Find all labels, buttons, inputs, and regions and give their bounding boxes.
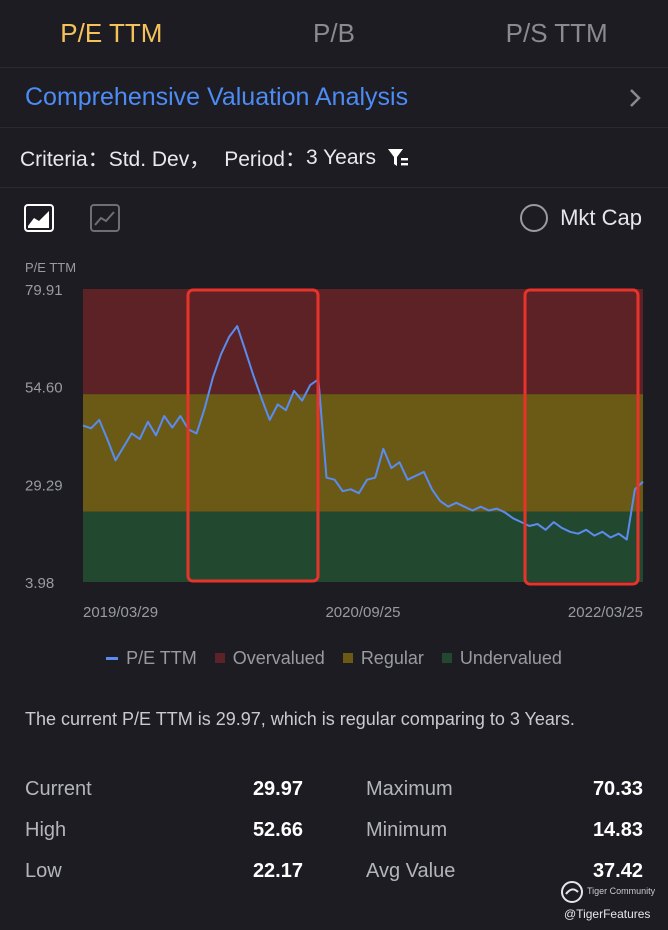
valuation-analysis-link[interactable]: Comprehensive Valuation Analysis [0, 68, 668, 128]
y-tick-label: 3.98 [25, 575, 54, 592]
y-axis-label: P/E TTM [25, 260, 77, 275]
mkt-cap-radio[interactable] [520, 204, 549, 232]
x-tick-label: 2020/09/25 [325, 604, 400, 621]
stat-value: 70.33 [592, 778, 643, 800]
stat-label: Maximum [366, 778, 453, 800]
tab-ps-ttm[interactable]: P/S TTM [505, 18, 608, 48]
period-label: Period： [224, 147, 306, 171]
highlight-box [523, 288, 640, 586]
tab-pb[interactable]: P/B [313, 18, 355, 48]
tab-pe-ttm[interactable]: P/E TTM [60, 18, 163, 48]
legend-box-swatch [342, 653, 353, 663]
watermark-community: Tiger Community [587, 886, 656, 896]
x-tick-label: 2022/03/25 [568, 604, 643, 621]
area-chart-icon[interactable] [24, 204, 54, 232]
stat-label: Minimum [366, 819, 448, 841]
criteria-bar: Criteria： Std. Dev， Period： 3 Years [0, 128, 668, 188]
legend-box-swatch [441, 653, 452, 663]
stat-value: 14.83 [592, 819, 643, 841]
series-line-pe-ttm [82, 325, 644, 541]
mkt-cap-label: Mkt Cap [560, 205, 642, 230]
legend-item-regular: Regular [342, 647, 424, 669]
mkt-cap-toggle[interactable]: Mkt Cap [520, 204, 642, 232]
metric-tabs: P/E TTM P/B P/S TTM [0, 0, 668, 68]
stats-table: Current 29.97 Maximum 70.33 High 52.66 M… [25, 778, 645, 901]
band-regular [83, 394, 643, 512]
stat-label: Avg Value [366, 860, 456, 882]
stat-label: Current [25, 778, 92, 800]
stat-label: Low [25, 860, 62, 882]
legend-line-swatch [106, 656, 119, 660]
watermark: Tiger Community @TigerFeatures [560, 878, 666, 926]
line-chart-icon[interactable] [90, 204, 120, 232]
tiger-logo-icon [561, 881, 583, 903]
legend-item-overvalued: Overvalued [214, 647, 325, 669]
x-tick-label: 2019/03/29 [83, 604, 158, 621]
pe-ttm-chart: 79.91 54.60 29.29 3.98 2019/03/29 2020/09/25 2… [25, 282, 644, 621]
legend-label: Regular [360, 647, 424, 668]
highlight-box [186, 288, 320, 583]
y-tick-label: 79.91 [25, 282, 63, 299]
valuation-analysis-title: Comprehensive Valuation Analysis [25, 83, 409, 111]
y-tick-label: 29.29 [25, 477, 63, 494]
stat-value: 22.17 [252, 860, 303, 882]
legend-label: Undervalued [459, 647, 562, 668]
chart-legend: P/E TTM Overvalued Regular Undervalued [0, 646, 668, 670]
legend-label: P/E TTM [126, 647, 197, 668]
stat-value: 29.97 [252, 778, 303, 800]
legend-item-pe: P/E TTM [106, 648, 197, 669]
chevron-right-icon [630, 88, 641, 107]
stat-row: Low 22.17 Avg Value 37.42 [25, 860, 645, 901]
band-overvalued [83, 289, 643, 395]
legend-item-undervalued: Undervalued [441, 647, 562, 669]
stat-label: High [25, 819, 67, 841]
y-tick-label: 54.60 [25, 380, 63, 397]
band-undervalued [83, 511, 643, 582]
valuation-summary: The current P/E TTM is 29.97, which is r… [25, 709, 575, 729]
watermark-handle: @TigerFeatures [564, 907, 651, 921]
filter-icon[interactable] [386, 146, 410, 170]
stat-row: Current 29.97 Maximum 70.33 [25, 778, 645, 819]
stat-value: 37.42 [592, 860, 643, 882]
legend-label: Overvalued [232, 647, 325, 668]
criteria-value: Std. Dev， [108, 147, 211, 171]
legend-box-swatch [214, 653, 225, 663]
period-value: 3 Years [305, 145, 377, 169]
chart-toolbar: Mkt Cap [0, 196, 668, 244]
stat-value: 52.66 [252, 819, 303, 841]
stat-row: High 52.66 Minimum 14.83 [25, 819, 645, 860]
criteria-label: Criteria： [20, 147, 109, 171]
